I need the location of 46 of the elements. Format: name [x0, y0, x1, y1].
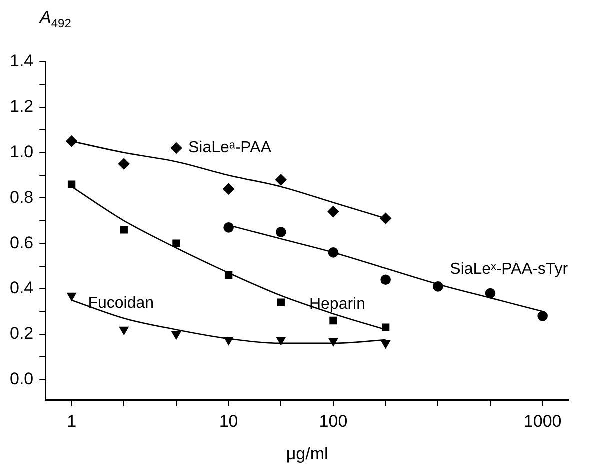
point — [68, 180, 76, 188]
series-label: SiaLeˣ-PAA-sTyr — [450, 261, 569, 278]
point — [224, 337, 234, 346]
point — [276, 337, 286, 346]
point — [172, 331, 182, 340]
point — [276, 227, 286, 238]
series-label: Heparin — [309, 296, 366, 314]
point — [538, 311, 548, 322]
point — [277, 298, 285, 306]
point — [328, 338, 338, 346]
y-axis-title: A$_{492}$ — [40, 8, 72, 30]
series-label: Fucoidan — [88, 295, 154, 312]
x-axis-title: μg/ml — [286, 444, 328, 464]
point — [328, 248, 339, 258]
point — [380, 212, 392, 224]
y-tick-label: 0.6 — [10, 233, 34, 252]
y-tick-label: 0.2 — [10, 324, 34, 344]
y-tick-label: 1.0 — [10, 142, 34, 162]
point — [485, 288, 496, 299]
point — [330, 316, 338, 325]
point — [120, 226, 128, 234]
point — [224, 222, 234, 233]
point — [120, 326, 129, 335]
series-label: SiaLeᵃ-PAA — [188, 140, 272, 157]
point — [380, 274, 391, 286]
x-tick-label: 10 — [219, 412, 238, 432]
x-tick-label: 1 — [67, 412, 77, 432]
point — [67, 292, 76, 301]
point — [382, 324, 390, 332]
point — [118, 158, 130, 170]
point — [170, 142, 182, 154]
point — [433, 282, 444, 292]
point — [381, 340, 390, 349]
point — [224, 272, 233, 280]
x-tick-label: 100 — [319, 412, 348, 432]
point — [172, 240, 180, 248]
point — [276, 174, 287, 186]
y-tick-label: 0.4 — [10, 278, 34, 298]
y-tick-label: 0.0 — [10, 369, 34, 388]
point — [66, 136, 78, 148]
x-tick-label: 1000 — [524, 412, 562, 432]
point — [328, 206, 340, 218]
point — [223, 183, 234, 195]
y-tick-label: 1.4 — [10, 52, 34, 71]
y-tick-label: 1.2 — [10, 97, 34, 116]
y-tick-label: 0.8 — [10, 188, 34, 207]
